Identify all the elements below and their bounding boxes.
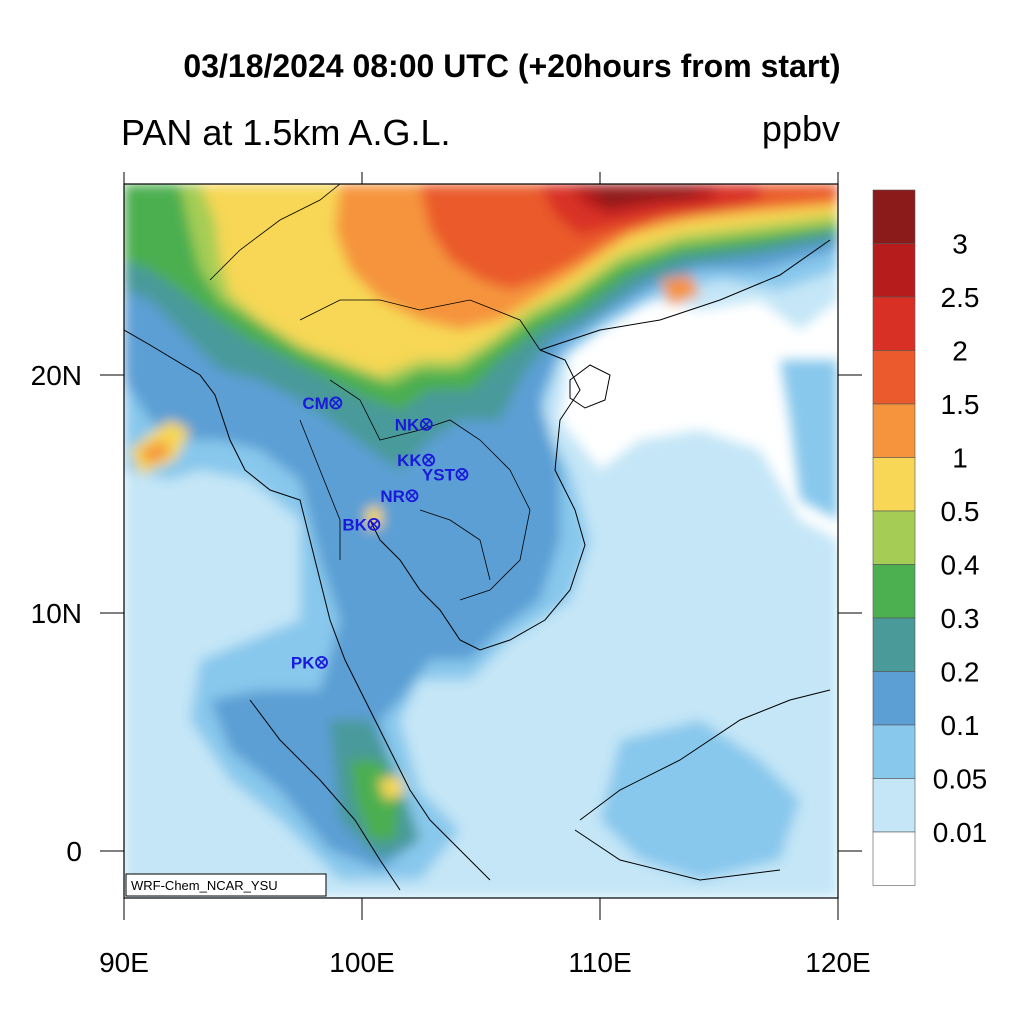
colorbar-swatch	[872, 350, 916, 405]
colorbar-label: 0.1	[941, 710, 980, 741]
colorbar-swatch	[872, 243, 916, 298]
station-label: BK	[342, 515, 367, 534]
station-marker-icon	[367, 517, 381, 531]
colorbar-swatch	[872, 724, 916, 779]
colorbar-label: 1	[952, 443, 968, 474]
colorbar-label: 0.3	[941, 603, 980, 634]
station-label: KK	[397, 451, 422, 470]
station-yst: YST	[422, 465, 469, 484]
colorbar-label: 1.5	[941, 389, 980, 420]
lat-tick-label: 20N	[31, 360, 82, 391]
station-nk: NK	[395, 415, 433, 434]
colorbar-swatch	[872, 617, 916, 672]
credit-box	[125, 873, 327, 897]
colorbar-label: 2	[952, 336, 968, 367]
colorbar-label: 0.05	[933, 764, 988, 795]
country-borders	[209, 184, 541, 601]
colorbar: 3 2.5 2 1.5 1 0.5 0.4 0.3 0.2 0.1 0.05 0.01	[872, 189, 988, 886]
lon-tick-label: 90E	[99, 947, 149, 978]
colorbar-swatch	[872, 831, 916, 886]
station-label: PK	[291, 653, 315, 672]
colorbar-label: 0.2	[941, 657, 980, 688]
lat-tick-label: 0	[66, 836, 82, 867]
longitude-labels: 90E 100E 110E 120E	[99, 947, 871, 978]
map-title: 03/18/2024 08:00 UTC (+20hours from star…	[183, 48, 841, 84]
lat-tick-label: 10N	[31, 598, 82, 629]
latitude-labels: 20N 10N 0	[31, 360, 82, 867]
lon-tick-label: 100E	[329, 947, 394, 978]
station-nr: NR	[380, 487, 419, 506]
station-marker-icon	[419, 417, 433, 431]
station-marker-icon	[422, 453, 436, 467]
station-label: YST	[422, 465, 456, 484]
station-cm: CM	[302, 394, 343, 413]
colorbar-label: 2.5	[941, 282, 980, 313]
station-pk: PK	[291, 653, 328, 672]
station-bk: BK	[342, 515, 381, 534]
colorbar-label: 0.4	[941, 550, 980, 581]
variable-title: PAN at 1.5km A.G.L.	[121, 112, 451, 153]
station-marker-icon	[405, 489, 419, 503]
colorbar-swatch	[872, 403, 916, 458]
coastlines	[124, 239, 831, 891]
station-label: CM	[302, 394, 328, 413]
station-marker-icon	[329, 396, 343, 410]
station-kk: KK	[397, 451, 436, 470]
units-label: ppbv	[761, 108, 840, 149]
colorbar-label: 0.5	[941, 496, 980, 527]
colorbar-label: 0.01	[933, 817, 988, 848]
colorbar-swatch	[872, 457, 916, 512]
station-label: NK	[395, 415, 420, 434]
axis-ticks	[100, 172, 862, 920]
colorbar-swatch	[872, 510, 916, 565]
credit-label: WRF-Chem_NCAR_YSU	[131, 878, 278, 893]
station-marker-icon	[455, 467, 469, 481]
colorbar-swatch	[872, 189, 916, 244]
map-frame	[123, 183, 839, 899]
colorbar-swatch	[872, 778, 916, 833]
lon-tick-label: 110E	[568, 947, 631, 978]
colorbar-swatch	[872, 296, 916, 351]
colorbar-swatch	[872, 564, 916, 619]
colorbar-label: 3	[952, 229, 968, 260]
concentration-field	[124, 184, 838, 898]
lon-tick-label: 120E	[805, 947, 870, 978]
station-label: NR	[380, 487, 405, 506]
colorbar-swatch	[872, 671, 916, 726]
station-marker-icon	[315, 655, 328, 669]
